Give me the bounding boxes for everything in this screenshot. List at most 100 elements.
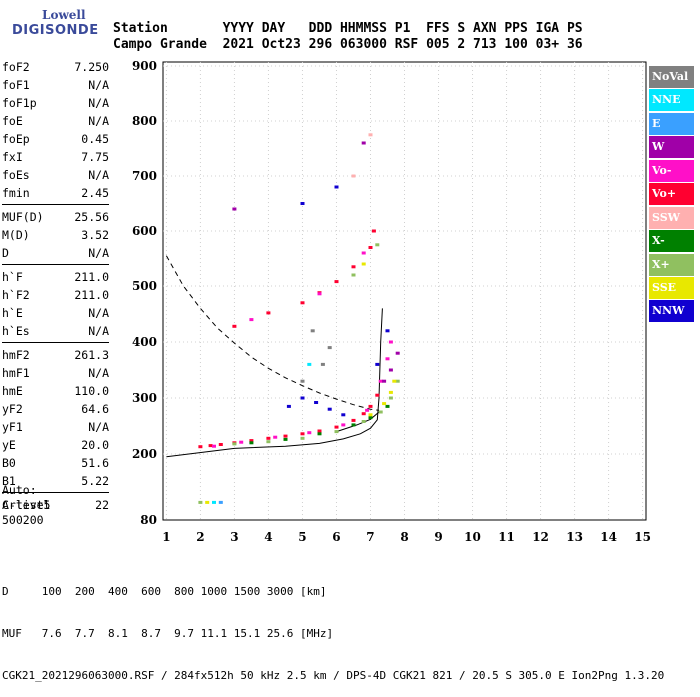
echo-point-vo- (375, 393, 380, 397)
echo-point-nnw (300, 202, 305, 205)
echo-point-w (361, 141, 366, 145)
echo-point-sse (205, 500, 210, 504)
param-name: MUF(D) (2, 210, 44, 224)
header-labels: Station YYYY DAY DDD HHMMSS P1 FFS S AXN… (113, 21, 583, 36)
y-tick-label: 200 (132, 447, 157, 461)
param-name: h`Es (2, 324, 30, 338)
echo-point-vo- (212, 444, 216, 448)
echo-point-x- (361, 420, 366, 423)
polarization-legend: NoVal NNE E W Vo- Vo+ SSW X- X+ SSE NNW (649, 66, 694, 324)
param-row: h`Es N/A (2, 322, 109, 340)
echo-point-vo- (361, 251, 366, 255)
x-tick-label: 6 (332, 530, 340, 544)
param-row: fmin 2.45 (2, 184, 109, 202)
echo-point-noval (327, 346, 332, 350)
echo-point-vo- (341, 423, 346, 427)
echo-point-vo- (351, 265, 356, 269)
param-name: fxI (2, 150, 23, 164)
param-value: N/A (88, 78, 109, 92)
echo-point-x- (351, 273, 356, 277)
footer-file-info: CGK21_2021296063000.RSF / 284fx512h 50 k… (2, 669, 665, 682)
param-row: foF1p N/A (2, 94, 109, 112)
param-value: 211.0 (74, 288, 109, 302)
echo-point-noval (320, 362, 325, 366)
param-name: hmF2 (2, 348, 30, 362)
param-name: h`F (2, 270, 23, 284)
param-row: hmF2 261.3 (2, 346, 109, 364)
echo-point-nnw (314, 401, 319, 404)
param-value: 211.0 (74, 270, 109, 284)
legend-item-x-: X+ (649, 253, 694, 276)
param-separator (2, 204, 109, 205)
param-value: 25.56 (74, 210, 109, 224)
param-name: yF1 (2, 420, 23, 434)
echo-point-vo- (273, 435, 278, 439)
legend-item-vo-: Vo+ (649, 183, 694, 206)
echo-point-vo- (388, 340, 393, 344)
legend-item-nnw: NNW (649, 300, 694, 323)
param-row: B0 51.6 (2, 454, 109, 472)
echo-point-vo- (365, 408, 370, 412)
curve-muf (165, 255, 380, 411)
x-tick-label: 15 (634, 530, 651, 544)
legend-item-sse: SSE (649, 276, 694, 299)
param-row: yF1 N/A (2, 418, 109, 436)
parameter-panel: foF2 7.250 foF1 N/A foF1p N/A foE N/A foEp 0.45 fx… (2, 58, 109, 514)
param-name: h`F2 (2, 288, 30, 302)
echo-point-x- (385, 404, 390, 408)
param-name: foEp (2, 132, 30, 146)
echo-point-noval (300, 379, 305, 383)
auto-line1: Auto: (2, 483, 37, 497)
footer: D 100 200 400 600 800 1000 1500 3000 [km… (2, 557, 664, 697)
footer-distance-row: D 100 200 400 600 800 1000 1500 3000 [km… (2, 585, 327, 598)
echo-point-x- (198, 500, 203, 504)
ionogram-plot: 1 2 3 4 5 6 7 8 9 10 11 12 13 14 158020030040050060070… (132, 59, 651, 544)
echo-point-x- (395, 379, 400, 383)
param-separator (2, 342, 109, 343)
y-tick-label: 900 (132, 59, 157, 73)
param-value: 261.3 (74, 348, 109, 362)
param-separator (2, 264, 109, 265)
y-tick-label: 80 (140, 513, 157, 527)
y-tick-label: 800 (132, 114, 157, 128)
auto-line3: 500200 (2, 513, 44, 527)
echo-point-vo- (368, 246, 373, 249)
param-value: N/A (88, 366, 109, 380)
echo-point-w (382, 379, 387, 383)
echo-point-vo- (334, 425, 339, 429)
param-row: h`E N/A (2, 304, 109, 322)
param-value: 3.52 (81, 228, 109, 242)
auto-line2: Artist5 (2, 498, 51, 512)
x-tick-label: 4 (264, 530, 272, 544)
y-tick-label: 500 (132, 279, 157, 293)
x-tick-label: 2 (196, 530, 204, 544)
footer-muf-row: MUF 7.6 7.7 8.1 8.7 9.7 11.1 15.1 25.6 [… (2, 627, 334, 640)
y-tick-label: 600 (132, 224, 157, 238)
x-tick-label: 3 (230, 530, 238, 544)
legend-item-e: E (649, 112, 694, 135)
param-name: h`E (2, 306, 23, 320)
echo-point-w (388, 368, 393, 372)
echo-point-vo- (300, 432, 305, 436)
echo-point-vo- (283, 434, 288, 438)
auto-scaling-info: Auto: Artist5 500200 (2, 483, 50, 528)
legend-item-nne: NNE (649, 89, 694, 112)
echo-point-vo- (249, 439, 254, 443)
echo-point-vo- (385, 357, 390, 361)
echo-point-x- (232, 442, 237, 446)
param-row: D N/A (2, 244, 109, 262)
param-name: hmE (2, 384, 23, 398)
echo-point-vo- (249, 318, 254, 322)
echo-point-vo- (371, 229, 376, 233)
echo-point-x- (283, 437, 288, 441)
echo-point-nnw (385, 329, 390, 333)
echo-point-sse (392, 379, 397, 383)
echo-point-w (232, 207, 237, 211)
param-value: N/A (88, 246, 109, 260)
param-name: B0 (2, 456, 16, 470)
legend-item-w: W (649, 136, 694, 159)
echo-point-noval (310, 329, 315, 333)
param-value: N/A (88, 168, 109, 182)
x-tick-label: 1 (162, 530, 170, 544)
param-value: 0.45 (81, 132, 109, 146)
